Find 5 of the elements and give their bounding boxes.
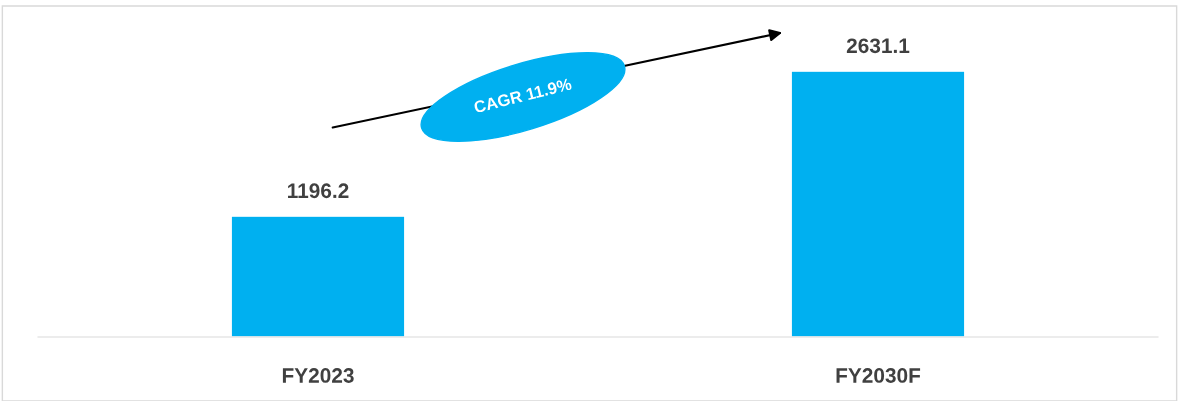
x-tick-label: FY2023 bbox=[282, 368, 354, 383]
data-label: 2631.1 bbox=[846, 38, 910, 54]
annotation: CAGR 11.9% bbox=[473, 77, 573, 114]
x-tick-label: FY2030F bbox=[836, 368, 921, 383]
data-label: 1196.2 bbox=[288, 183, 349, 199]
